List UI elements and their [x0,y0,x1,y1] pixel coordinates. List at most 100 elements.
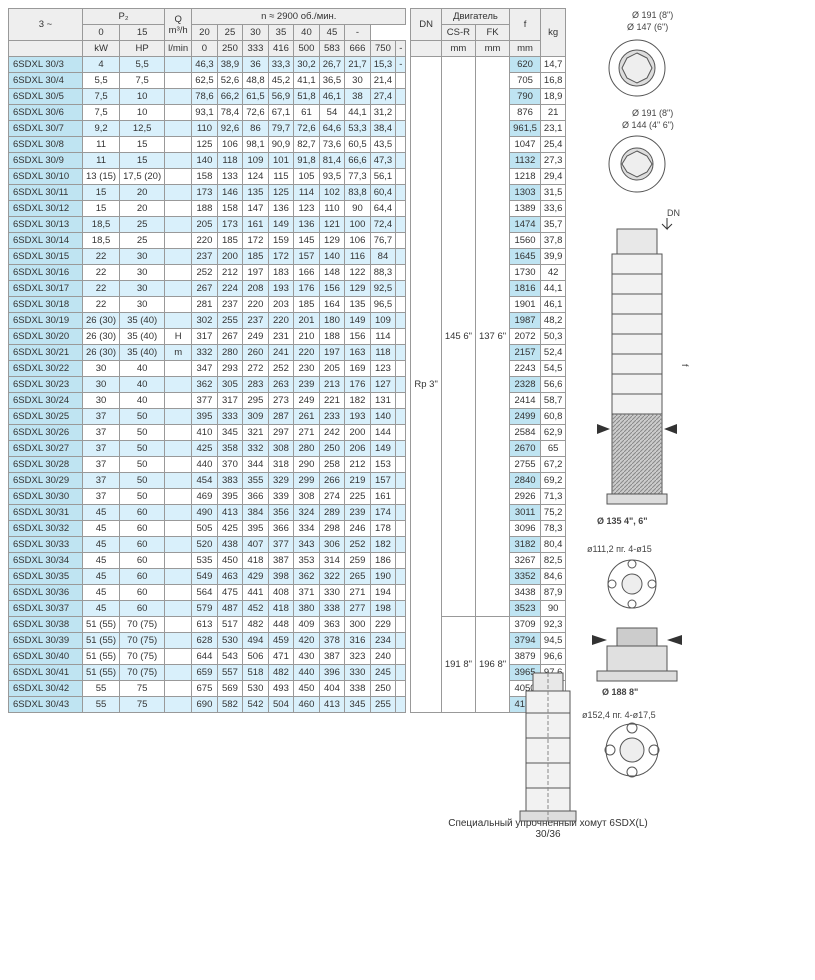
cell: 37 [83,489,120,505]
cell: 582 [217,697,243,713]
cell: 173 [192,185,218,201]
cell: 384 [243,505,269,521]
cell: 124 [243,169,269,185]
cell: 299 [294,473,320,489]
table-row: 6SDXL 30/3851 (55)70 (75)613517482448409… [9,617,406,633]
cell: 309 [243,409,269,425]
cell [396,697,406,713]
cell: 6SDXL 30/4 [9,73,83,89]
cell: 380 [294,601,320,617]
cell: 229 [370,617,396,633]
cell: 185 [294,297,320,313]
cell: 20 [120,185,165,201]
f-header: f [510,9,541,41]
cell [396,73,406,89]
pump-cutaway-diagram [488,668,608,848]
f-cell: 961,5 [510,121,541,137]
cell: 6SDXL 30/12 [9,201,83,217]
cell: 72,6 [294,121,320,137]
f-cell: 1816 [510,281,541,297]
cell: 332 [243,441,269,457]
cell: 15 [120,137,165,153]
cell: 78,6 [192,89,218,105]
cell: 366 [268,521,294,537]
cell: 6SDXL 30/6 [9,105,83,121]
cell: 487 [217,601,243,617]
cell [165,569,192,585]
cell: 295 [243,393,269,409]
kg-cell: 78,3 [540,521,566,537]
cell [396,345,406,361]
cell: 96,5 [370,297,396,313]
table-row: 6SDXL 30/374560579487452418380338277198 [9,601,406,617]
cell [396,441,406,457]
cell: 109 [243,153,269,169]
cell: 106 [217,137,243,153]
cell [165,473,192,489]
cell: 172 [268,249,294,265]
cell: 287 [268,409,294,425]
cell: 61,5 [243,89,269,105]
svg-text:Ø 191 (8"): Ø 191 (8") [632,108,673,118]
cell: 56,9 [268,89,294,105]
cell: 220 [268,313,294,329]
cell: 520 [192,537,218,553]
f-cell: 705 [510,73,541,89]
q-label: Q [168,14,188,25]
cell [396,217,406,233]
table-row: 6SDXL 30/345,546,338,93633,330,226,721,7… [9,57,406,73]
cell: 46,3 [192,57,218,73]
motor-table: DN Двигатель f kg CS-R FK mm mm mm Rp 3"… [410,8,566,713]
cell: 377 [192,393,218,409]
cell [165,249,192,265]
cell: 51,8 [294,89,320,105]
cell: 246 [345,521,371,537]
cell: 201 [294,313,320,329]
cell: 265 [345,569,371,585]
cell: 272 [243,361,269,377]
cell: 395 [243,521,269,537]
kg-cell: 94,5 [540,633,566,649]
cell [396,361,406,377]
cell: 249 [243,329,269,345]
cell: 17,5 (20) [120,169,165,185]
kg-cell: 69,2 [540,473,566,489]
q-lmin-col: 583 [319,41,345,57]
f-cell: 2840 [510,473,541,489]
cell: 6SDXL 30/32 [9,521,83,537]
cell: 72,4 [370,217,396,233]
cell: 161 [370,489,396,505]
cell: 363 [319,617,345,633]
cell: 136 [268,201,294,217]
cell: 300 [345,617,371,633]
pump-diagram: DN f Ø 135 4", 6" [572,204,702,534]
cell: 6SDXL 30/22 [9,361,83,377]
cell: 121 [319,217,345,233]
cell [396,553,406,569]
table-row: Rp 3"145 6"137 6"62014,7 [411,57,566,73]
cell: 118 [217,153,243,169]
cell: 6SDXL 30/26 [9,425,83,441]
cell: 30 [120,265,165,281]
cell: 358 [217,441,243,457]
f-cell: 3523 [510,601,541,617]
cell [165,57,192,73]
table-row: 6SDXL 30/17223026722420819317615612992,5 [9,281,406,297]
cell: 6SDXL 30/3 [9,57,83,73]
cell: 280 [217,345,243,361]
cell: 490 [192,505,218,521]
cell: 308 [268,441,294,457]
cell: 86 [243,121,269,137]
cell: 38,4 [370,121,396,137]
cell: 237 [217,297,243,313]
cell: 343 [294,537,320,553]
cell: 37 [83,425,120,441]
cell [396,185,406,201]
cell: 259 [345,553,371,569]
cell: 6SDXL 30/18 [9,297,83,313]
cell: 51 (55) [83,617,120,633]
cell [396,457,406,473]
q-m3h-col: 35 [268,25,294,41]
cell: 15 [83,185,120,201]
cell: 157 [370,473,396,489]
